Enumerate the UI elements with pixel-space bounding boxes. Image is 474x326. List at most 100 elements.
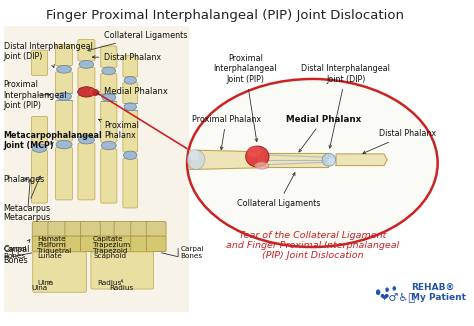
Text: Metacarpophalangeal
Joint (MCP): Metacarpophalangeal Joint (MCP) [4, 131, 102, 150]
FancyBboxPatch shape [48, 221, 68, 237]
FancyBboxPatch shape [81, 236, 100, 252]
FancyBboxPatch shape [31, 50, 47, 75]
Text: Proximal
Interphalangeal
Joint (PIP): Proximal Interphalangeal Joint (PIP) [4, 80, 67, 110]
Text: Metacarpus: Metacarpus [3, 176, 50, 213]
FancyBboxPatch shape [55, 72, 73, 93]
Text: ❤♂♿🏃: ❤♂♿🏃 [380, 292, 416, 302]
FancyBboxPatch shape [4, 26, 189, 312]
Ellipse shape [327, 158, 335, 165]
Ellipse shape [101, 141, 116, 150]
Polygon shape [190, 150, 256, 170]
Ellipse shape [57, 93, 72, 100]
FancyBboxPatch shape [48, 236, 68, 252]
Text: Pisiform: Pisiform [37, 243, 66, 248]
Ellipse shape [32, 144, 47, 152]
FancyBboxPatch shape [114, 221, 134, 237]
FancyBboxPatch shape [123, 56, 137, 77]
Text: Metacarpus: Metacarpus [4, 180, 51, 222]
FancyBboxPatch shape [78, 143, 95, 200]
Text: Ulna: Ulna [37, 280, 53, 286]
Ellipse shape [78, 87, 95, 97]
FancyBboxPatch shape [91, 252, 154, 289]
Text: Trapezium: Trapezium [93, 243, 130, 248]
FancyBboxPatch shape [33, 252, 86, 292]
FancyBboxPatch shape [31, 116, 47, 145]
Text: Proximal Phalanx: Proximal Phalanx [191, 115, 261, 150]
Text: Lunate: Lunate [37, 253, 62, 259]
FancyBboxPatch shape [146, 236, 166, 252]
FancyBboxPatch shape [65, 236, 85, 252]
FancyBboxPatch shape [31, 150, 47, 203]
Text: Capitate: Capitate [93, 236, 124, 242]
Ellipse shape [56, 141, 72, 149]
Text: Distal Phalanx: Distal Phalanx [363, 129, 437, 154]
Ellipse shape [78, 136, 94, 144]
FancyBboxPatch shape [78, 67, 95, 88]
Ellipse shape [187, 150, 205, 170]
Text: Carpal
Bones: Carpal Bones [181, 246, 204, 259]
FancyBboxPatch shape [123, 158, 137, 208]
Polygon shape [336, 154, 387, 166]
FancyBboxPatch shape [81, 221, 100, 237]
FancyBboxPatch shape [131, 236, 150, 252]
Polygon shape [265, 153, 328, 167]
Ellipse shape [124, 103, 137, 111]
FancyBboxPatch shape [55, 100, 73, 141]
Ellipse shape [246, 146, 269, 167]
Text: Collateral Ligaments: Collateral Ligaments [88, 31, 188, 51]
FancyBboxPatch shape [65, 221, 85, 237]
Text: Carpal
Bones: Carpal Bones [4, 240, 30, 265]
Text: Distal Phalanx: Distal Phalanx [92, 53, 162, 63]
FancyBboxPatch shape [131, 221, 150, 237]
FancyBboxPatch shape [97, 236, 117, 252]
Text: Proximal
Phalanx: Proximal Phalanx [99, 119, 139, 141]
Text: Distal Interphalangeal
Joint (DIP): Distal Interphalangeal Joint (DIP) [4, 42, 92, 67]
FancyBboxPatch shape [78, 96, 95, 137]
FancyBboxPatch shape [55, 147, 73, 200]
Text: Phalanges: Phalanges [4, 175, 45, 184]
FancyBboxPatch shape [100, 149, 117, 203]
Text: Tear of the Collateral Ligament
and Finger Proximal Interphalangeal
(PIP) Joint : Tear of the Collateral Ligament and Fing… [226, 230, 399, 260]
Ellipse shape [89, 88, 95, 96]
Text: Trapezoid: Trapezoid [93, 248, 128, 254]
Text: Triquetral: Triquetral [37, 248, 72, 254]
Ellipse shape [247, 146, 260, 157]
Text: Proximal
Interphalangeal
Joint (PIP): Proximal Interphalangeal Joint (PIP) [213, 54, 277, 141]
FancyBboxPatch shape [146, 221, 166, 237]
FancyBboxPatch shape [123, 82, 137, 104]
Ellipse shape [392, 286, 396, 291]
Text: Scaphoid: Scaphoid [93, 253, 126, 259]
Text: Medial Phalanx: Medial Phalanx [97, 87, 168, 96]
Text: Hamate: Hamate [37, 236, 66, 242]
Text: Radius: Radius [98, 280, 122, 286]
Text: Medial Phalanx: Medial Phalanx [285, 115, 361, 152]
Text: Radius: Radius [109, 280, 133, 291]
Ellipse shape [79, 61, 94, 68]
FancyBboxPatch shape [100, 101, 117, 142]
FancyBboxPatch shape [114, 236, 134, 252]
Text: Finger Proximal Interphalangeal (PIP) Joint Dislocation: Finger Proximal Interphalangeal (PIP) Jo… [46, 9, 404, 22]
Ellipse shape [124, 76, 137, 84]
FancyBboxPatch shape [78, 39, 95, 61]
Ellipse shape [57, 66, 72, 73]
FancyBboxPatch shape [32, 221, 52, 237]
Text: Carpal
Bones: Carpal Bones [3, 246, 27, 259]
FancyBboxPatch shape [55, 45, 73, 66]
FancyBboxPatch shape [100, 46, 117, 67]
Ellipse shape [102, 94, 116, 101]
Text: REHAB®
My Patient: REHAB® My Patient [411, 283, 466, 302]
Ellipse shape [376, 289, 380, 295]
Ellipse shape [189, 149, 199, 161]
Ellipse shape [322, 153, 336, 166]
Ellipse shape [255, 162, 269, 169]
FancyBboxPatch shape [100, 73, 117, 94]
Ellipse shape [187, 79, 438, 247]
Text: Ulna: Ulna [32, 281, 51, 291]
FancyBboxPatch shape [123, 111, 137, 152]
Text: Distal Interphalangeal
Joint (DIP): Distal Interphalangeal Joint (DIP) [301, 65, 391, 148]
Text: Collateral Ligaments: Collateral Ligaments [237, 173, 320, 208]
Ellipse shape [102, 67, 116, 75]
Ellipse shape [124, 151, 137, 159]
FancyBboxPatch shape [97, 221, 117, 237]
Ellipse shape [385, 288, 389, 292]
